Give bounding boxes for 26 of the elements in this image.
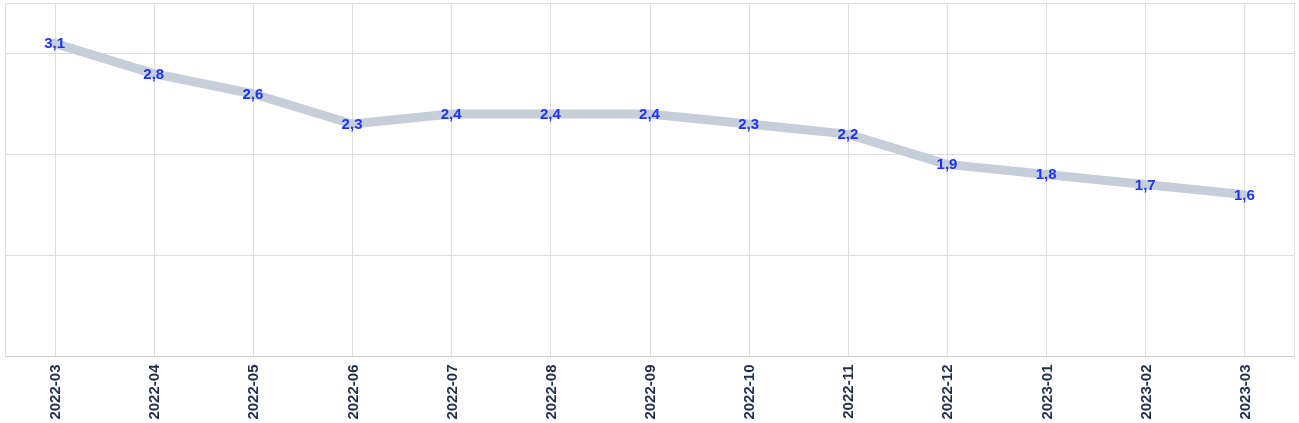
data-label: 2,6 xyxy=(242,84,264,102)
x-tick-label: 2023-02 xyxy=(1136,364,1154,420)
x-tick-label: 2022-03 xyxy=(46,364,64,420)
data-label: 2,3 xyxy=(738,115,760,133)
data-label: 1,9 xyxy=(936,155,958,173)
x-tick-label: 2022-09 xyxy=(641,364,658,420)
data-label: 2,4 xyxy=(440,104,463,122)
data-label: 2,3 xyxy=(341,115,363,133)
data-label: 2,8 xyxy=(143,64,165,82)
data-label: 1,7 xyxy=(1134,175,1156,193)
x-tick-label: 2023-03 xyxy=(1235,364,1253,420)
x-tick-label: 2022-07 xyxy=(442,364,460,420)
data-label: 2,4 xyxy=(539,104,562,122)
data-label: 2,2 xyxy=(837,125,859,143)
x-tick-label: 2022-04 xyxy=(145,363,163,420)
x-tick-label: 2022-10 xyxy=(740,364,758,420)
data-label: 1,8 xyxy=(1035,165,1057,183)
data-label: 2,4 xyxy=(639,104,661,122)
data-label: 3,1 xyxy=(44,34,66,52)
x-tick-label: 2023-01 xyxy=(1037,364,1055,420)
x-tick-label: 2022-12 xyxy=(938,364,956,420)
data-label: 1,6 xyxy=(1233,185,1255,203)
x-tick-label: 2022-05 xyxy=(244,364,262,420)
x-tick-label: 2022-06 xyxy=(343,364,361,420)
x-tick-label: 2022-11 xyxy=(839,364,857,419)
x-tick-label: 2022-08 xyxy=(541,364,559,420)
